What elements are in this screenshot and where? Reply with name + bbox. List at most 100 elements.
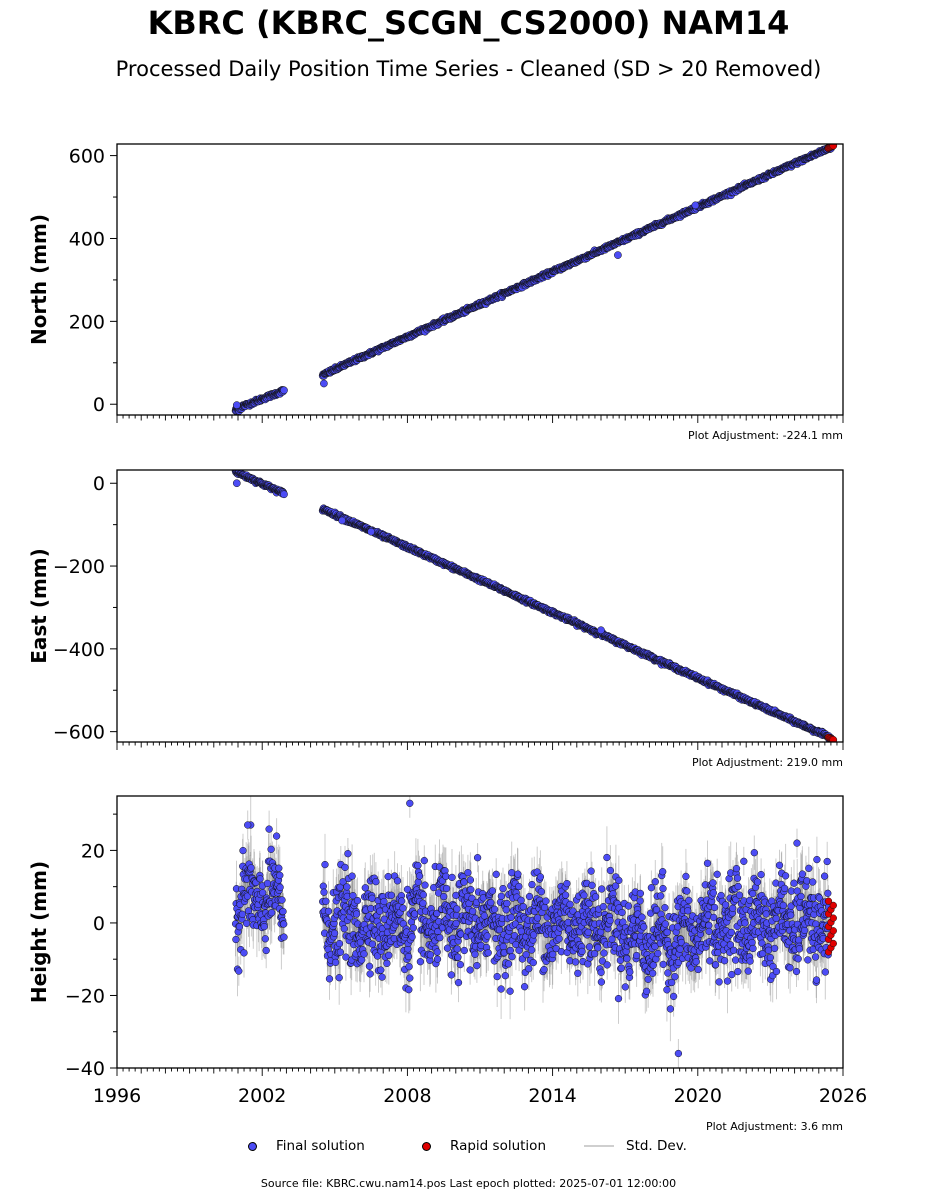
y-axis-label-east: East (mm) [27, 548, 51, 664]
point-final [340, 925, 348, 933]
point-final [348, 872, 356, 880]
point-final [322, 897, 330, 905]
point-final [368, 894, 376, 902]
point-final [383, 959, 391, 968]
plot-frame-east [116, 469, 844, 743]
point-final [321, 860, 329, 869]
data-points-north [231, 144, 838, 415]
point-final [353, 896, 362, 905]
point-final [238, 910, 247, 918]
point-final [336, 948, 345, 956]
data-points-east [231, 470, 838, 742]
point-final [335, 939, 344, 948]
point-final-outlier [691, 201, 700, 210]
panel-east: 0 −200 −400 −600 East (mm) Plot Adjustment: 2… [27, 469, 844, 769]
point-final [341, 863, 349, 872]
y-tick-label: 0 [93, 394, 105, 416]
point-final [384, 872, 392, 881]
point-final [275, 864, 283, 872]
point-final [361, 884, 369, 892]
plot-adjustment-north: Plot Adjustment: -224.1 mm [688, 429, 843, 442]
point-rapid [829, 144, 838, 150]
point-final-outlier [614, 251, 622, 259]
point-final [239, 846, 247, 855]
point-final [324, 907, 333, 915]
point-final [267, 845, 275, 853]
point-final-outlier [232, 401, 241, 409]
point-final [399, 904, 407, 912]
point-final [368, 940, 377, 948]
point-final [232, 935, 240, 944]
point-final [235, 923, 244, 931]
point-final [272, 832, 281, 840]
point-final [393, 877, 402, 885]
point-final [343, 883, 351, 891]
point-final [319, 882, 327, 890]
point-final [335, 974, 343, 982]
point-final-outlier [597, 626, 605, 635]
chart-title: KBRC (KBRC_SCGN_CS2000) NAM14 [147, 4, 790, 42]
point-rapid [829, 736, 838, 742]
point-final [280, 490, 288, 499]
point-final [260, 922, 268, 931]
plot-adjustment-east: Plot Adjustment: 219.0 mm [692, 756, 843, 769]
point-final [398, 897, 406, 905]
point-final [278, 896, 286, 904]
point-final [259, 889, 267, 897]
point-final [406, 974, 414, 982]
point-final [380, 897, 388, 906]
point-final [366, 970, 374, 978]
point-final [378, 973, 386, 981]
point-final [405, 963, 413, 971]
point-final [256, 875, 264, 883]
y-tick-label: −200 [53, 556, 105, 578]
y-tick-label: −400 [53, 639, 105, 661]
point-final [409, 924, 417, 932]
point-final [280, 386, 288, 395]
point-final [325, 975, 334, 983]
point-final-outlier [338, 516, 346, 525]
point-final [352, 910, 361, 918]
point-final [240, 949, 248, 957]
point-final [265, 825, 273, 833]
point-final [243, 892, 252, 900]
point-final [263, 879, 272, 888]
chart-subtitle: Processed Daily Position Time Series - C… [115, 57, 822, 81]
y-tick-label: 400 [69, 228, 105, 250]
point-final [405, 986, 413, 994]
y-axis-label-north: North (mm) [27, 214, 51, 345]
point-final [276, 883, 284, 891]
point-final [268, 909, 276, 917]
point-final [408, 933, 416, 941]
y-tick-label: 200 [69, 311, 105, 333]
point-final [330, 929, 339, 937]
point-final [404, 952, 413, 961]
point-final [280, 920, 288, 928]
point-final [365, 962, 374, 970]
point-final [339, 878, 347, 886]
point-final [331, 958, 340, 967]
point-final [356, 938, 365, 946]
point-final-outlier [320, 379, 328, 388]
point-final [242, 919, 251, 928]
point-final-outlier [367, 527, 375, 536]
point-final [262, 946, 270, 955]
point-final [377, 966, 385, 974]
point-final [344, 850, 352, 858]
point-final [276, 871, 284, 879]
point-final [280, 933, 288, 941]
panel-north: 0 200 400 600 North (mm) Plot Adjustment: -22… [27, 143, 844, 442]
point-final [387, 891, 396, 899]
point-final [372, 878, 380, 886]
point-final [279, 907, 287, 916]
point-final [373, 952, 382, 960]
point-final [385, 951, 393, 959]
point-final [342, 953, 350, 961]
y-tick-label: 600 [69, 146, 105, 168]
point-final [261, 935, 269, 943]
point-final [247, 864, 255, 872]
y-tick-label: 0 [93, 473, 105, 495]
y-tick-label: −600 [53, 722, 105, 744]
